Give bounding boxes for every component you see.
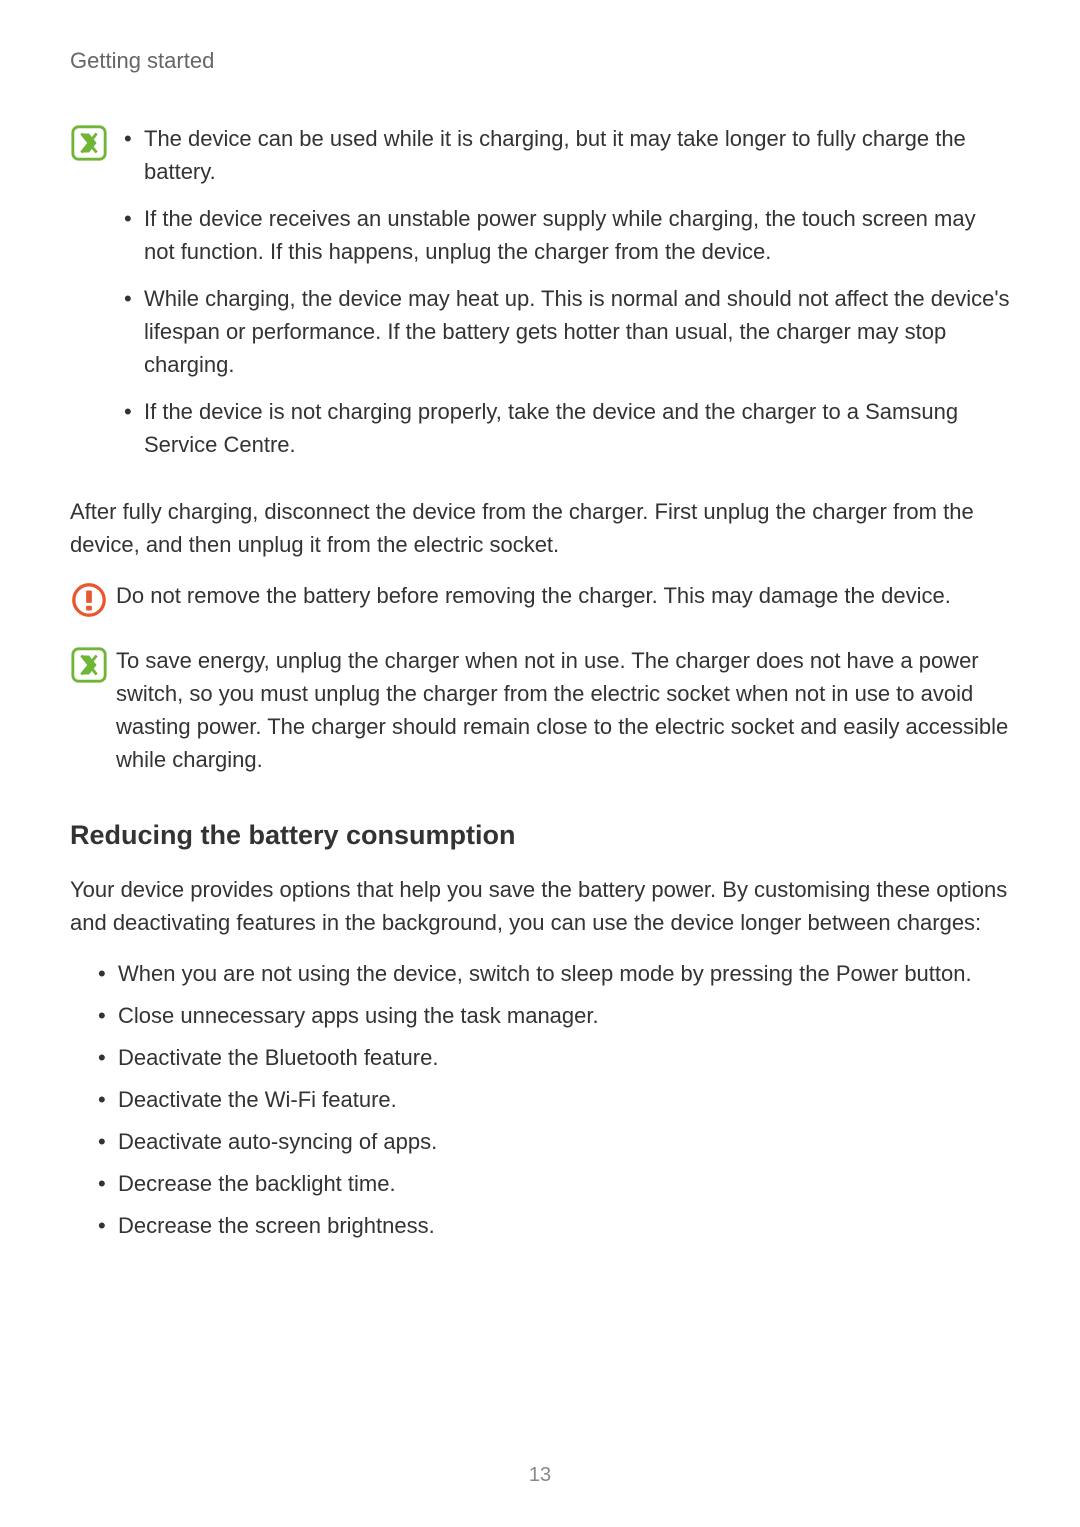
bullet-item: While charging, the device may heat up. … bbox=[116, 282, 1010, 381]
note-block-1: The device can be used while it is charg… bbox=[70, 122, 1010, 475]
note-content-1: The device can be used while it is charg… bbox=[116, 122, 1010, 475]
header-title: Getting started bbox=[70, 48, 214, 73]
note-icon-container bbox=[70, 122, 116, 167]
warning-content: Do not remove the battery before removin… bbox=[116, 579, 1010, 612]
note-icon-container-2 bbox=[70, 644, 116, 689]
note-icon bbox=[70, 646, 108, 684]
tips-item: Deactivate the Bluetooth feature. bbox=[70, 1041, 1010, 1074]
note-text-2: To save energy, unplug the charger when … bbox=[116, 644, 1010, 776]
note-content-2: To save energy, unplug the charger when … bbox=[116, 644, 1010, 776]
tips-list: When you are not using the device, switc… bbox=[70, 957, 1010, 1242]
warning-text: Do not remove the battery before removin… bbox=[116, 579, 1010, 612]
bullet-list-1: The device can be used while it is charg… bbox=[116, 122, 1010, 461]
paragraph-1: After fully charging, disconnect the dev… bbox=[70, 495, 1010, 561]
warning-icon-container bbox=[70, 579, 116, 624]
section-heading: Reducing the battery consumption bbox=[70, 820, 1010, 851]
warning-icon bbox=[70, 581, 108, 619]
tips-item: Deactivate auto-syncing of apps. bbox=[70, 1125, 1010, 1158]
tips-item: When you are not using the device, switc… bbox=[70, 957, 1010, 990]
tips-item: Decrease the backlight time. bbox=[70, 1167, 1010, 1200]
tips-item: Deactivate the Wi-Fi feature. bbox=[70, 1083, 1010, 1116]
tips-item: Close unnecessary apps using the task ma… bbox=[70, 999, 1010, 1032]
section-intro: Your device provides options that help y… bbox=[70, 873, 1010, 939]
note-block-2: To save energy, unplug the charger when … bbox=[70, 644, 1010, 776]
bullet-item: If the device is not charging properly, … bbox=[116, 395, 1010, 461]
page-number: 13 bbox=[529, 1464, 551, 1487]
tips-item: Decrease the screen brightness. bbox=[70, 1209, 1010, 1242]
note-icon bbox=[70, 124, 108, 162]
warning-block: Do not remove the battery before removin… bbox=[70, 579, 1010, 624]
page-header: Getting started bbox=[70, 48, 1010, 74]
bullet-item: If the device receives an unstable power… bbox=[116, 202, 1010, 268]
bullet-item: The device can be used while it is charg… bbox=[116, 122, 1010, 188]
